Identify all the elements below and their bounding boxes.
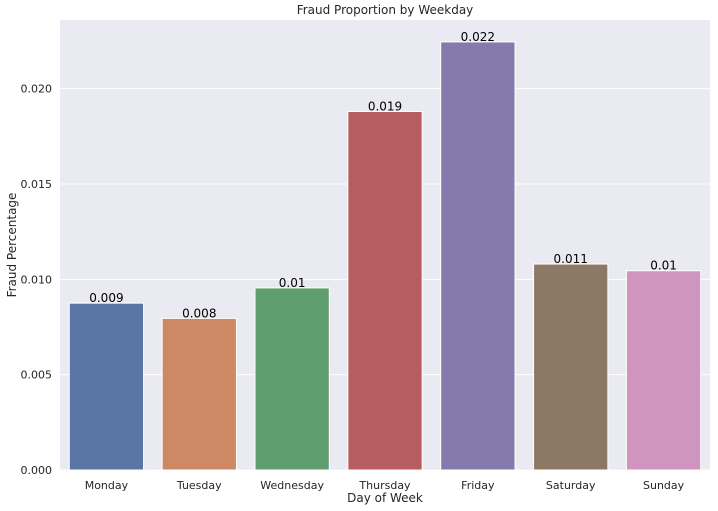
x-axis-label: Day of Week [347, 491, 423, 505]
data-labels: 0.009 0.008 0.01 0.019 0.022 0.011 0.01 [89, 30, 677, 320]
data-label-wednesday: 0.01 [279, 276, 306, 290]
x-tick-label-sunday: Sunday [643, 479, 685, 492]
x-tick-label-monday: Monday [85, 479, 129, 492]
data-label-sunday: 0.01 [650, 259, 677, 273]
data-label-monday: 0.009 [89, 291, 123, 305]
x-tick-label-wednesday: Wednesday [260, 479, 324, 492]
data-label-tuesday: 0.008 [182, 306, 216, 320]
bar-wednesday [254, 287, 330, 471]
x-tick-label-friday: Friday [461, 479, 495, 492]
data-label-thursday: 0.019 [368, 100, 402, 114]
bar-sunday [625, 270, 702, 471]
bar-tuesday [161, 317, 237, 471]
y-tick-label: 0.015 [21, 178, 53, 191]
x-tick-label-thursday: Thursday [358, 479, 411, 492]
data-label-friday: 0.022 [461, 30, 495, 44]
y-tick-label: 0.020 [21, 83, 53, 96]
y-tick-label: 0.010 [21, 273, 53, 286]
y-tick-label: 0.000 [21, 464, 53, 477]
x-axis-ticks: Monday Tuesday Wednesday Thursday Friday Satu… [85, 479, 685, 492]
x-tick-label-saturday: Saturday [546, 479, 596, 492]
data-label-saturday: 0.011 [554, 252, 588, 266]
y-tick-label: 0.005 [21, 369, 53, 382]
bars [68, 41, 702, 471]
bar-saturday [533, 263, 609, 471]
chart-title: Fraud Proportion by Weekday [297, 3, 474, 17]
x-tick-label-tuesday: Tuesday [176, 479, 222, 492]
bar-friday [440, 41, 516, 471]
y-axis-label: Fraud Percentage [5, 193, 19, 298]
y-axis-ticks: 0.000 0.005 0.010 0.015 0.020 [21, 83, 53, 477]
bar-thursday [347, 111, 423, 471]
bar-monday [68, 302, 145, 471]
